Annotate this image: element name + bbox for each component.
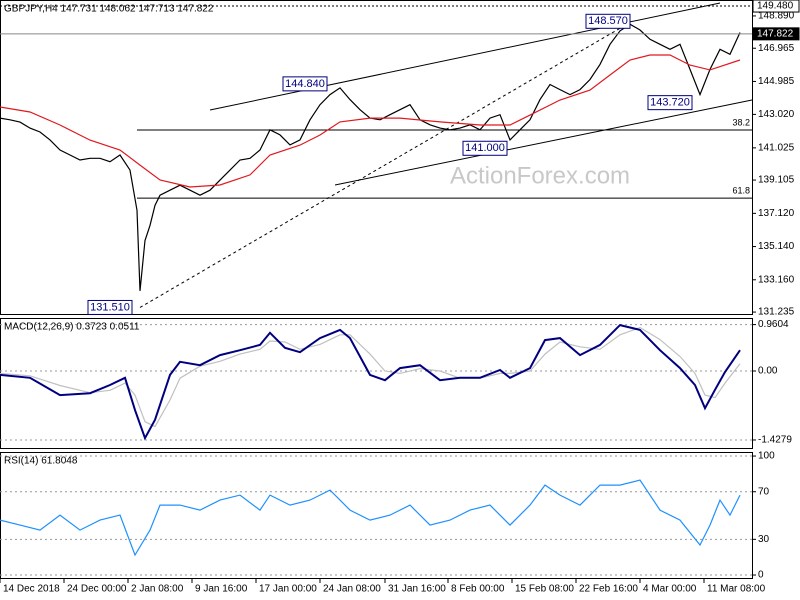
y-tick-label: 139.105 [758,175,795,186]
y-tick-label: -1.4279 [758,435,792,446]
trendline [209,2,721,111]
watermark: ActionForex.com [450,162,630,189]
annotation-box [585,13,631,29]
price-label: 147.822 [757,28,794,39]
y-tick-label: 0 [758,570,764,581]
x-tick-label: 14 Dec 2018 [3,584,60,595]
x-tick-label: 2 Jan 08:00 [131,584,184,595]
x-tick-label: 9 Jan 16:00 [195,584,248,595]
x-tick-label: 24 Jan 08:00 [323,584,381,595]
x-tick-label: 22 Feb 16:00 [579,584,638,595]
panel-frame [0,318,753,449]
annotation-label: 141.000 [465,142,505,154]
x-tick-label: 8 Feb 00:00 [451,584,505,595]
x-tick-label: 4 Mar 00:00 [643,584,697,595]
price-box [752,27,800,41]
x-tick-label: 11 Mar 08:00 [707,584,766,595]
x-tick-label: 31 Jan 16:00 [388,584,446,595]
annotation-box [87,299,133,315]
panel-frame [0,0,753,315]
annotation-box [647,95,693,111]
annotation-label: 148.570 [588,15,628,27]
y-tick-label: 141.025 [758,142,795,153]
y-tick-label: 146.965 [758,43,795,54]
x-tick-label: 17 Jan 00:00 [259,584,317,595]
annotation-label: 143.720 [650,97,690,109]
y-tick-label: 144.985 [758,76,795,87]
annotation-box [282,76,328,92]
panel-frame [0,452,753,579]
series-line [0,323,741,441]
series-line [0,326,741,428]
price-label: 149.480 [757,1,794,12]
y-tick-label: 30 [758,534,770,545]
annotation-label: 144.840 [285,78,325,90]
panel-title: GBPJPY,H4 147.731 148.062 147.713 147.82… [4,4,214,15]
price-box [752,0,800,13]
series-line [0,479,741,557]
annotation-label: 131.510 [90,301,130,313]
y-tick-label: 131.235 [758,307,795,318]
y-tick-label: 133.160 [758,274,795,285]
y-tick-label: 0.9604 [758,319,789,330]
fib-label: 61.8 [732,185,750,195]
y-tick-label: 148.890 [758,11,795,22]
annotation-box [462,140,508,156]
series-line [0,54,741,188]
y-tick-label: 0.00 [758,366,778,377]
x-tick-label: 24 Dec 00:00 [67,584,127,595]
fib-label: 38.2 [732,117,750,127]
panel-title: RSI(14) 61.8048 [4,456,78,467]
series-line [0,23,741,291]
trendline [139,20,633,308]
y-tick-label: 100 [758,451,775,462]
y-tick-label: 135.140 [758,241,795,252]
panel-title: MACD(12,26,9) 0.3723 0.0511 [4,322,140,333]
y-tick-label: 137.120 [758,208,795,219]
y-tick-label: 70 [758,486,770,497]
y-tick-label: 143.020 [758,109,795,120]
trendline [334,99,753,186]
x-tick-label: 15 Feb 08:00 [515,584,574,595]
